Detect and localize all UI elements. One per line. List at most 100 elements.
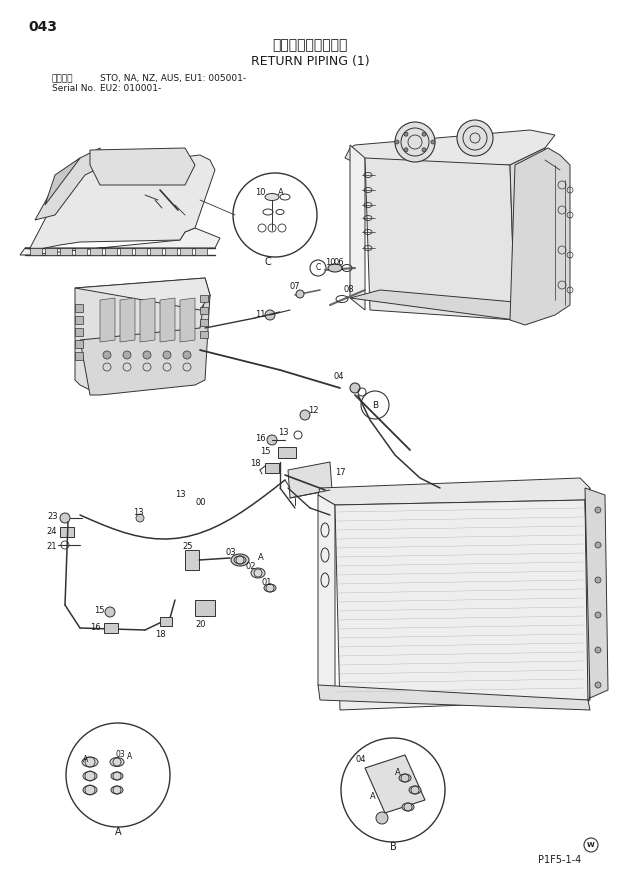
- Bar: [278, 447, 296, 458]
- Text: 04: 04: [355, 755, 366, 764]
- Bar: [160, 617, 172, 626]
- Ellipse shape: [111, 772, 123, 780]
- Circle shape: [105, 607, 115, 617]
- Circle shape: [595, 542, 601, 548]
- Circle shape: [595, 612, 601, 618]
- Circle shape: [267, 435, 277, 445]
- Polygon shape: [35, 148, 105, 220]
- Polygon shape: [75, 278, 210, 390]
- Text: Serial No.: Serial No.: [52, 84, 95, 93]
- Text: 15: 15: [260, 447, 270, 456]
- Text: 11: 11: [255, 310, 265, 319]
- Ellipse shape: [231, 554, 249, 566]
- Text: 18: 18: [155, 630, 166, 639]
- Bar: [105, 248, 117, 255]
- Polygon shape: [20, 228, 220, 255]
- Text: B: B: [372, 401, 378, 409]
- Circle shape: [422, 148, 426, 152]
- Text: 06: 06: [333, 258, 343, 267]
- Text: EU2: 010001-: EU2: 010001-: [100, 84, 161, 93]
- Circle shape: [395, 122, 435, 162]
- Text: 13: 13: [133, 508, 144, 517]
- Bar: [60, 248, 72, 255]
- Text: A: A: [395, 768, 401, 777]
- Circle shape: [350, 383, 360, 393]
- Polygon shape: [510, 148, 570, 325]
- Circle shape: [404, 132, 408, 136]
- Bar: [150, 248, 162, 255]
- Polygon shape: [45, 158, 80, 205]
- Text: 13: 13: [278, 428, 289, 437]
- Bar: [120, 248, 132, 255]
- Bar: [180, 248, 192, 255]
- Ellipse shape: [83, 786, 97, 794]
- Text: 16: 16: [255, 434, 265, 443]
- Text: 10: 10: [325, 258, 335, 267]
- Text: A: A: [370, 792, 376, 801]
- Text: 00: 00: [195, 498, 205, 507]
- Bar: [45, 248, 57, 255]
- Ellipse shape: [251, 568, 265, 578]
- Circle shape: [404, 148, 408, 152]
- Text: B: B: [389, 842, 396, 852]
- Text: STO, NA, NZ, AUS, EU1: 005001-: STO, NA, NZ, AUS, EU1: 005001-: [100, 74, 246, 83]
- Bar: [75, 248, 87, 255]
- Polygon shape: [288, 462, 332, 498]
- Ellipse shape: [399, 774, 411, 782]
- Bar: [104, 623, 118, 633]
- Text: 21: 21: [46, 542, 56, 551]
- Text: A: A: [278, 188, 284, 197]
- Bar: [75, 316, 83, 324]
- Polygon shape: [318, 685, 590, 710]
- Polygon shape: [80, 295, 210, 395]
- Bar: [195, 248, 207, 255]
- Text: 04: 04: [333, 372, 343, 381]
- Text: P1F5-1-4: P1F5-1-4: [538, 855, 582, 865]
- Polygon shape: [160, 298, 175, 342]
- Circle shape: [60, 513, 70, 523]
- Bar: [200, 331, 208, 338]
- Ellipse shape: [409, 786, 421, 794]
- Text: リターン配管（１）: リターン配管（１）: [272, 38, 348, 52]
- Polygon shape: [90, 148, 195, 185]
- Text: 07: 07: [290, 282, 301, 291]
- Text: 16: 16: [90, 623, 100, 632]
- Circle shape: [595, 682, 601, 688]
- Text: 18: 18: [250, 459, 260, 468]
- Ellipse shape: [265, 194, 279, 201]
- Polygon shape: [350, 145, 365, 310]
- Text: 12: 12: [308, 406, 319, 415]
- Circle shape: [376, 812, 388, 824]
- Polygon shape: [585, 488, 608, 698]
- Bar: [75, 352, 83, 360]
- Ellipse shape: [82, 757, 98, 767]
- Circle shape: [163, 351, 171, 359]
- Bar: [30, 248, 42, 255]
- Text: 10: 10: [255, 188, 265, 197]
- Circle shape: [395, 140, 399, 144]
- Text: 23: 23: [47, 512, 58, 521]
- Polygon shape: [345, 130, 555, 165]
- Bar: [135, 248, 147, 255]
- Text: 24: 24: [46, 527, 56, 536]
- Polygon shape: [75, 278, 210, 310]
- Polygon shape: [120, 298, 135, 342]
- Text: 適用号機: 適用号機: [52, 74, 74, 83]
- Ellipse shape: [110, 758, 124, 766]
- Ellipse shape: [111, 786, 123, 794]
- Circle shape: [143, 351, 151, 359]
- Bar: [90, 248, 102, 255]
- Bar: [75, 340, 83, 348]
- Text: RETURN PIPING (1): RETURN PIPING (1): [250, 55, 370, 68]
- Text: 02: 02: [245, 562, 255, 571]
- Ellipse shape: [264, 584, 276, 592]
- Bar: [60, 527, 74, 537]
- Ellipse shape: [402, 803, 414, 811]
- Circle shape: [595, 577, 601, 583]
- Circle shape: [422, 132, 426, 136]
- Text: 20: 20: [195, 620, 205, 629]
- Polygon shape: [350, 290, 548, 320]
- Circle shape: [300, 410, 310, 420]
- Circle shape: [296, 290, 304, 298]
- Bar: [165, 248, 177, 255]
